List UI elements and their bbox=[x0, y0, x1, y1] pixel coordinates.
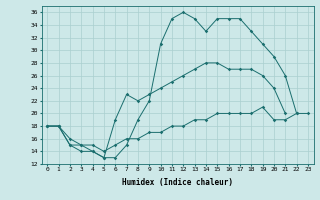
X-axis label: Humidex (Indice chaleur): Humidex (Indice chaleur) bbox=[122, 178, 233, 187]
